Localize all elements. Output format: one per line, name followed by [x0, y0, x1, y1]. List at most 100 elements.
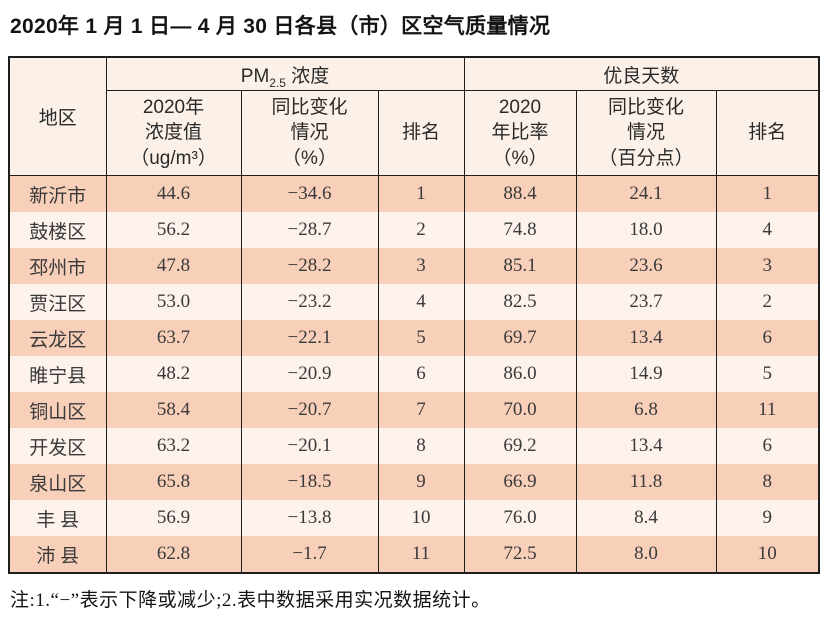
- cell-pm-rank: 10: [377, 500, 465, 536]
- table-row: 开发区 63.2 −20.1 8 69.2 13.4 6: [8, 428, 820, 464]
- cell-pm-value: 48.2: [105, 356, 242, 392]
- cell-pm-change: −13.8: [240, 500, 379, 536]
- pm25-label-rest: 浓度: [285, 65, 330, 87]
- table-row: 铜山区 58.4 −20.7 7 70.0 6.8 11: [8, 392, 820, 428]
- cell-good-rank: 8: [715, 464, 820, 500]
- cell-region: 泉山区: [8, 464, 107, 500]
- cell-good-change: 8.0: [575, 536, 717, 573]
- cell-pm-change: −1.7: [240, 536, 379, 573]
- cell-pm-value: 56.2: [105, 212, 242, 248]
- cell-good-rate: 72.5: [463, 536, 577, 573]
- table-row: 鼓楼区 56.2 −28.7 2 74.8 18.0 4: [8, 212, 820, 248]
- pm25-label: PM: [240, 65, 270, 87]
- col-header-region: 地区: [8, 57, 107, 176]
- cell-good-rank: 10: [715, 536, 820, 573]
- table-row: 泉山区 65.8 −18.5 9 66.9 11.8 8: [8, 464, 820, 500]
- cell-region: 铜山区: [8, 392, 107, 428]
- col-header-good-rank: 排名: [715, 90, 820, 176]
- cell-good-change: 23.7: [575, 284, 717, 320]
- cell-good-rank: 3: [715, 248, 820, 284]
- table-row: 丰 县 56.9 −13.8 10 76.0 8.4 9: [8, 500, 820, 536]
- table-row: 邳州市 47.8 −28.2 3 85.1 23.6 3: [8, 248, 820, 284]
- cell-pm-value: 63.7: [105, 320, 242, 356]
- cell-good-rank: 4: [715, 212, 820, 248]
- cell-region: 邳州市: [8, 248, 107, 284]
- cell-pm-value: 65.8: [105, 464, 242, 500]
- table-row: 贾汪区 53.0 −23.2 4 82.5 23.7 2: [8, 284, 820, 320]
- table-row: 沛 县 62.8 −1.7 11 72.5 8.0 10: [8, 536, 820, 573]
- cell-good-change: 24.1: [575, 175, 717, 212]
- col-header-pm-change: 同比变化 情况 （%）: [240, 90, 379, 176]
- cell-good-rate: 74.8: [463, 212, 577, 248]
- cell-region: 丰 县: [8, 500, 107, 536]
- cell-good-change: 11.8: [575, 464, 717, 500]
- cell-good-change: 13.4: [575, 320, 717, 356]
- col-header-pm-value: 2020年 浓度值 （ug/m³）: [105, 90, 242, 176]
- cell-good-change: 23.6: [575, 248, 717, 284]
- cell-pm-rank: 6: [377, 356, 465, 392]
- cell-pm-rank: 4: [377, 284, 465, 320]
- cell-pm-rank: 1: [377, 175, 465, 212]
- table-body: 新沂市 44.6 −34.6 1 88.4 24.1 1 鼓楼区 56.2 −2…: [8, 175, 820, 573]
- cell-good-rank: 6: [715, 428, 820, 464]
- cell-region: 开发区: [8, 428, 107, 464]
- cell-good-rate: 85.1: [463, 248, 577, 284]
- cell-region: 新沂市: [8, 175, 107, 212]
- cell-good-rate: 82.5: [463, 284, 577, 320]
- cell-pm-value: 47.8: [105, 248, 242, 284]
- cell-region: 贾汪区: [8, 284, 107, 320]
- cell-good-rank: 2: [715, 284, 820, 320]
- cell-good-change: 8.4: [575, 500, 717, 536]
- table-row: 云龙区 63.7 −22.1 5 69.7 13.4 6: [8, 320, 820, 356]
- cell-good-rank: 9: [715, 500, 820, 536]
- cell-pm-change: −20.9: [240, 356, 379, 392]
- cell-pm-rank: 3: [377, 248, 465, 284]
- cell-pm-change: −20.1: [240, 428, 379, 464]
- col-header-pm-rank: 排名: [377, 90, 465, 176]
- cell-region: 云龙区: [8, 320, 107, 356]
- cell-good-rate: 66.9: [463, 464, 577, 500]
- cell-good-rate: 69.7: [463, 320, 577, 356]
- cell-good-change: 6.8: [575, 392, 717, 428]
- cell-good-rate: 70.0: [463, 392, 577, 428]
- table-row: 睢宁县 48.2 −20.9 6 86.0 14.9 5: [8, 356, 820, 392]
- cell-pm-change: −28.2: [240, 248, 379, 284]
- cell-pm-rank: 7: [377, 392, 465, 428]
- cell-region: 睢宁县: [8, 356, 107, 392]
- cell-pm-change: −22.1: [240, 320, 379, 356]
- cell-pm-value: 63.2: [105, 428, 242, 464]
- cell-pm-value: 56.9: [105, 500, 242, 536]
- cell-good-change: 13.4: [575, 428, 717, 464]
- cell-pm-change: −28.7: [240, 212, 379, 248]
- cell-pm-rank: 5: [377, 320, 465, 356]
- cell-pm-value: 58.4: [105, 392, 242, 428]
- header-sub-row: 2020年 浓度值 （ug/m³） 同比变化 情况 （%） 排名 2020 年比…: [9, 90, 820, 176]
- cell-region: 沛 县: [8, 536, 107, 573]
- cell-pm-value: 62.8: [105, 536, 242, 573]
- cell-good-change: 14.9: [575, 356, 717, 392]
- cell-good-rate: 76.0: [463, 500, 577, 536]
- cell-good-rank: 1: [715, 175, 820, 212]
- cell-pm-value: 44.6: [105, 175, 242, 212]
- cell-pm-change: −20.7: [240, 392, 379, 428]
- footnote: 注:1.“−”表示下降或减少;2.表中数据采用实况数据统计。: [10, 590, 491, 611]
- cell-good-change: 18.0: [575, 212, 717, 248]
- cell-pm-rank: 2: [377, 212, 465, 248]
- cell-good-rank: 5: [715, 356, 820, 392]
- cell-good-rate: 86.0: [463, 356, 577, 392]
- col-header-good-rate: 2020 年比率 （%）: [463, 90, 577, 176]
- cell-good-rank: 11: [715, 392, 820, 428]
- cell-good-rate: 88.4: [463, 175, 577, 212]
- air-quality-table: 地区 PM2.5 浓度 优良天数 2020年 浓度值 （ug/m³） 同比变化 …: [8, 56, 820, 574]
- pm25-subscript: 2.5: [269, 75, 286, 90]
- cell-pm-value: 53.0: [105, 284, 242, 320]
- col-group-good-days: 优良天数: [463, 57, 820, 91]
- table-row: 新沂市 44.6 −34.6 1 88.4 24.1 1: [8, 175, 820, 212]
- header-group-row: 地区 PM2.5 浓度 优良天数: [8, 57, 820, 176]
- cell-good-rank: 6: [715, 320, 820, 356]
- cell-pm-change: −18.5: [240, 464, 379, 500]
- page-title: 2020年 1 月 1 日— 4 月 30 日各县（市）区空气质量情况: [10, 15, 551, 38]
- cell-pm-rank: 8: [377, 428, 465, 464]
- cell-pm-change: −34.6: [240, 175, 379, 212]
